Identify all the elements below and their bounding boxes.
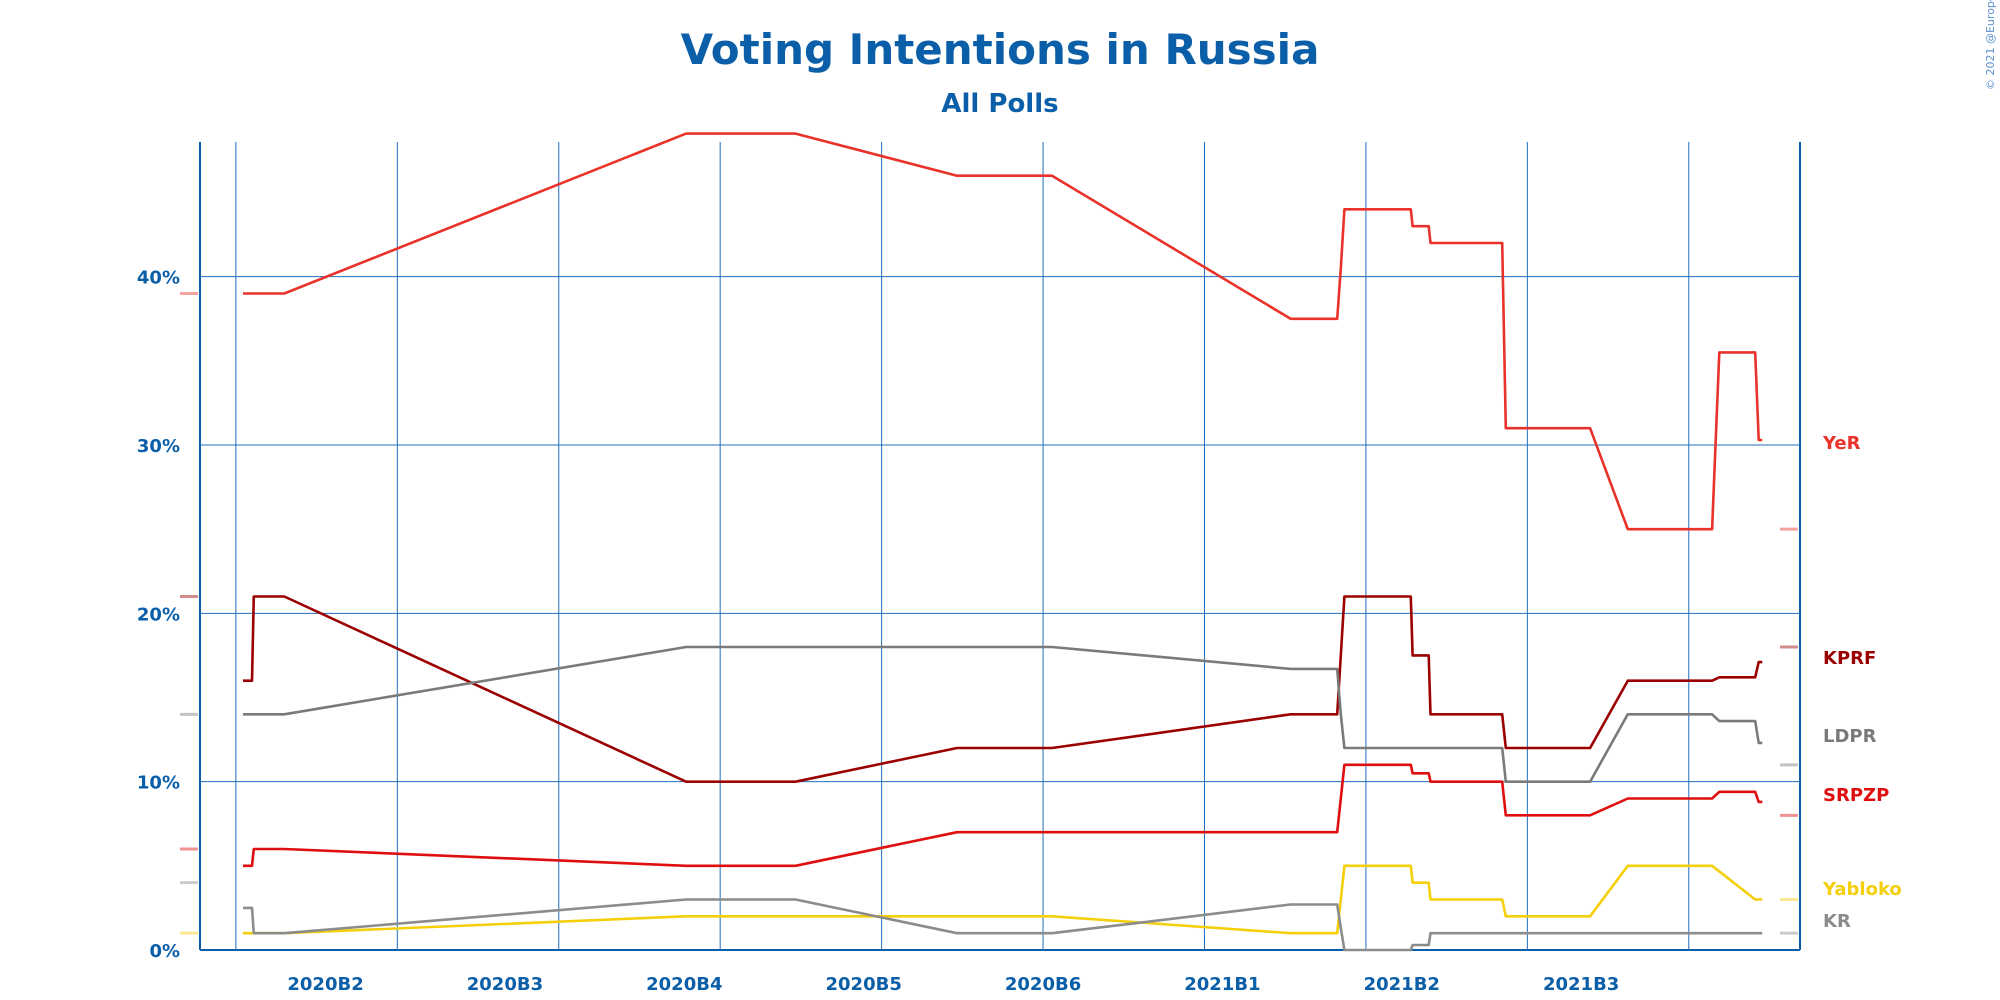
x-tick-label: 2020B6 (1005, 974, 1081, 995)
x-tick-label: 2021B1 (1184, 974, 1260, 995)
series-line-kprf (243, 595, 1763, 783)
y-tick-label: 40% (137, 268, 180, 289)
x-tick-label: 2020B3 (467, 974, 543, 995)
chart-subtitle: All Polls (941, 89, 1058, 119)
series-line-ldpr (243, 645, 1763, 783)
series-line-yabloko (243, 864, 1763, 935)
y-axis-labels: 0% 10% 20% 30% 40% (137, 268, 180, 962)
y-tick-label: 0% (149, 941, 180, 962)
y-tick-label: 10% (137, 773, 180, 794)
x-tick-label: 2021B3 (1543, 974, 1619, 995)
chart-title: Voting Intentions in Russia (681, 25, 1320, 74)
x-tick-label: 2021B2 (1364, 974, 1440, 995)
series-lines (243, 132, 1763, 952)
series-label-kprf: KPRF (1823, 648, 1876, 669)
grid (199, 142, 1801, 951)
y-tick-label: 30% (137, 436, 180, 457)
start-markers (180, 292, 198, 935)
x-tick-label: 2020B2 (287, 974, 363, 995)
series-line-yer (243, 132, 1763, 531)
series-label-yer: YeR (1822, 433, 1861, 454)
x-tick-label: 2020B4 (646, 974, 722, 995)
series-label-srpzp: SRPZP (1823, 785, 1889, 806)
copyright-text: © 2021 @EuropeElects (1984, 0, 1997, 90)
end-markers (1780, 527, 1798, 935)
series-label-kr: KR (1823, 911, 1851, 932)
x-tick-label: 2020B5 (826, 974, 902, 995)
series-labels: YeR KPRF LDPR SRPZP Yabloko KR (1822, 433, 1902, 932)
series-label-yabloko: Yabloko (1822, 879, 1902, 900)
x-axis-labels: 2020B2 2020B3 2020B4 2020B5 2020B6 2021B1 2021… (287, 974, 1619, 995)
series-line-kr (243, 898, 1763, 952)
series-line-srpzp (243, 763, 1763, 868)
series-label-ldpr: LDPR (1823, 726, 1877, 747)
y-tick-label: 20% (137, 604, 180, 625)
